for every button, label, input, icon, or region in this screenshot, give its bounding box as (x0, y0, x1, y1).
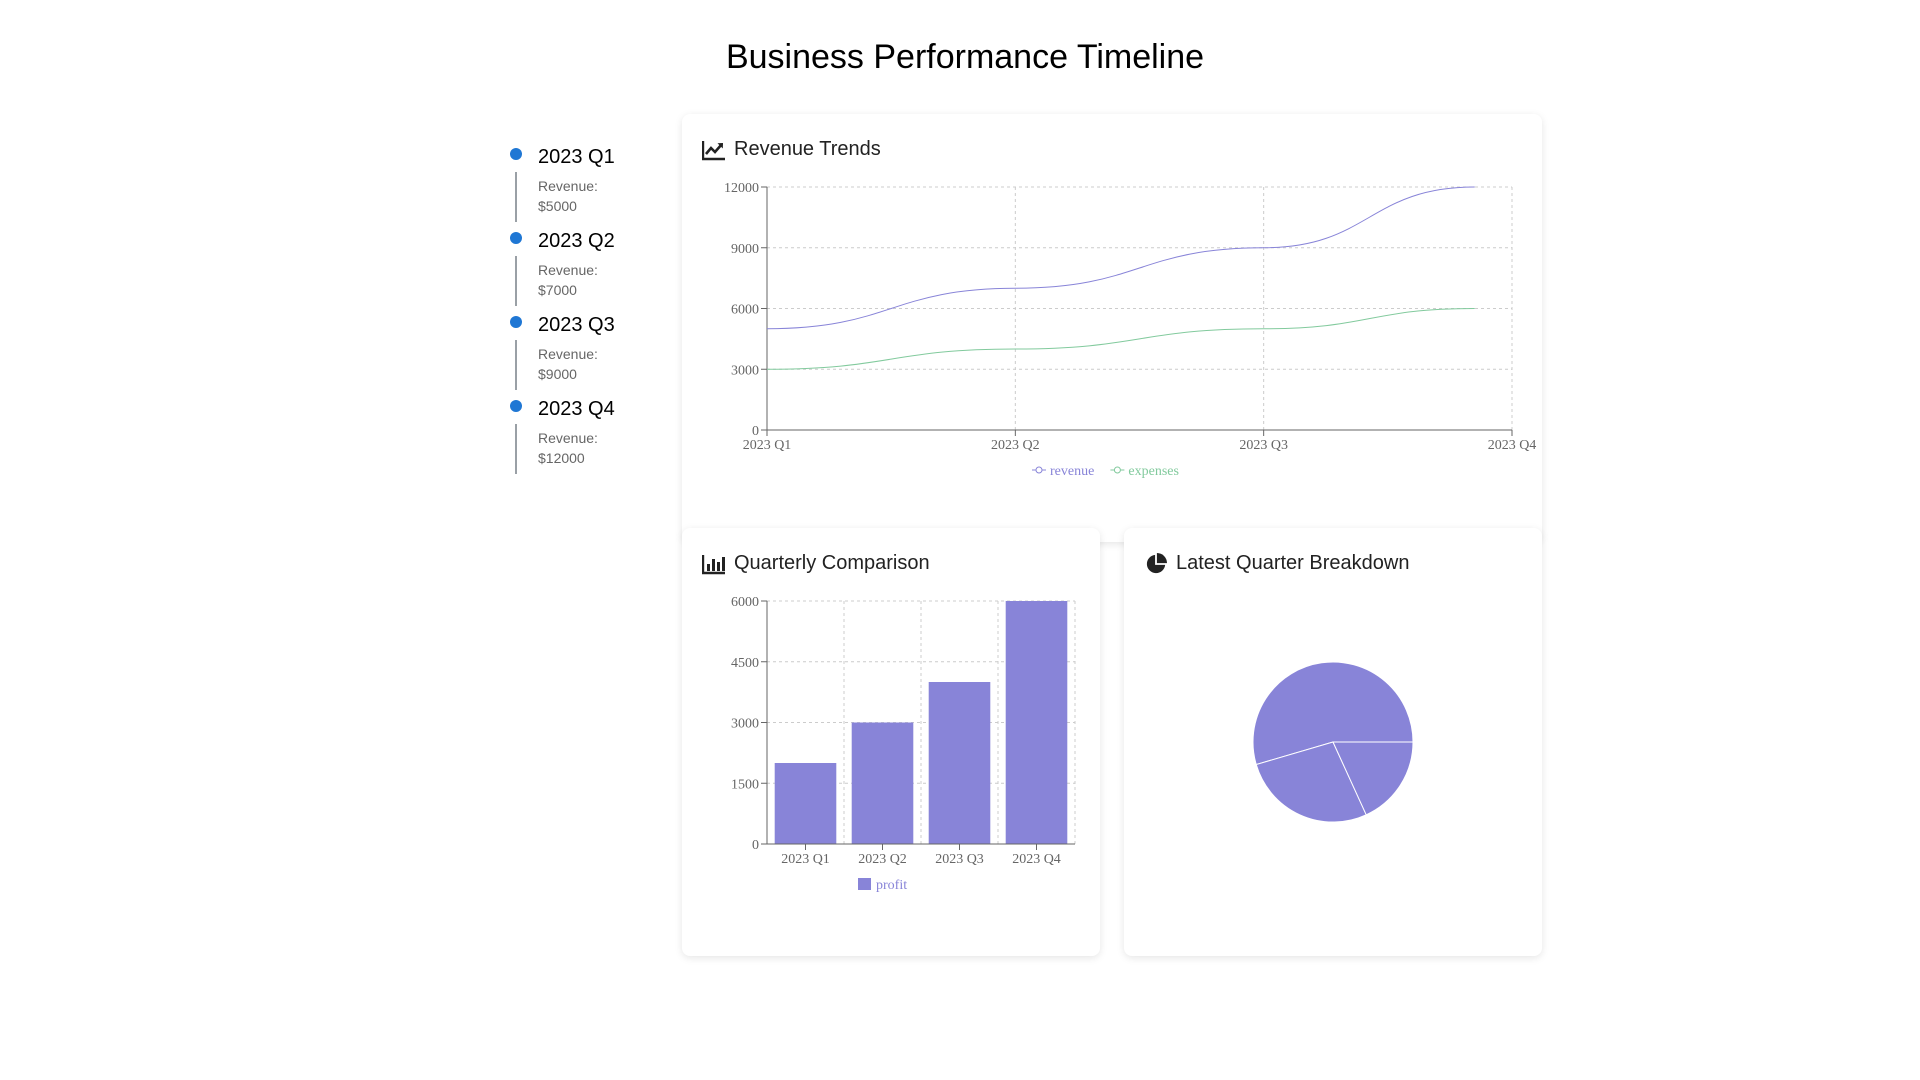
legend-swatch-profit (858, 878, 871, 890)
y-tick-label: 6000 (731, 595, 759, 610)
legend-marker-revenue (1035, 466, 1043, 474)
page-title: Business Performance Timeline (725, 38, 1205, 76)
y-tick-label: 0 (752, 424, 759, 439)
profit-bar-chart: 0 1500 3000 4500 6000 2023 Q1 2023 Q2 2023 Q3 20… (731, 595, 1076, 893)
x-tick-label: 2023 Q4 (1488, 438, 1537, 453)
timeline-item-label: Revenue: (538, 178, 598, 194)
timeline-connector (515, 172, 517, 222)
timeline-item-label: Revenue: (538, 346, 598, 362)
x-tick-label: 2023 Q1 (781, 852, 830, 867)
timeline-connector (515, 340, 517, 390)
series-line-expenses (766, 308, 1475, 370)
timeline-item-description: Revenue: $12000 (538, 428, 598, 468)
revenue-trends-card: Revenue Trends 0 3000 6000 9000 12000 2023 Q1… (682, 114, 1542, 542)
y-tick-label: 3000 (731, 717, 759, 732)
bar-chart-icon (702, 553, 726, 575)
timeline-item-description: Revenue: $5000 (538, 176, 598, 216)
x-tick-label: 2023 Q2 (858, 852, 907, 867)
legend-label: expenses (1128, 464, 1179, 479)
pie-slice (1255, 741, 1367, 823)
timeline-item-title: 2023 Q3 (538, 314, 615, 336)
legend-label: revenue (1050, 464, 1094, 479)
timeline-connector (515, 424, 517, 474)
timeline-dot (510, 232, 522, 244)
timeline-item-title: 2023 Q2 (538, 230, 615, 252)
x-tick-label: 2023 Q3 (935, 852, 984, 867)
timeline-item: 2023 Q1 Revenue: $5000 (510, 142, 660, 226)
y-tick-label: 9000 (731, 242, 759, 257)
timeline-item-value: $5000 (538, 198, 577, 214)
timeline-item-label: Revenue: (538, 430, 598, 446)
timeline-dot (510, 148, 522, 160)
bar-profit (774, 763, 837, 844)
pie-chart-icon (1144, 552, 1168, 575)
card-title: Revenue Trends (734, 138, 881, 160)
revenue-line-chart: 0 3000 6000 9000 12000 2023 Q1 2023 Q2 2023 Q3 2… (724, 181, 1537, 479)
quarterly-comparison-card: Quarterly Comparison 0 1500 3000 4500 6000 20… (682, 528, 1100, 956)
card-title: Quarterly Comparison (734, 552, 930, 574)
y-tick-label: 0 (752, 838, 759, 853)
timeline-connector (515, 256, 517, 306)
timeline-dot (510, 316, 522, 328)
bar-profit (928, 682, 991, 844)
y-tick-label: 1500 (731, 777, 759, 792)
timeline-item-description: Revenue: $7000 (538, 260, 598, 300)
y-tick-label: 6000 (731, 303, 759, 318)
bar-profit (1005, 601, 1068, 844)
timeline-item: 2023 Q3 Revenue: $9000 (510, 310, 660, 394)
timeline-item-value: $7000 (538, 282, 577, 298)
x-tick-label: 2023 Q3 (1239, 438, 1288, 453)
pie-slice (1252, 661, 1414, 766)
series-line-revenue (766, 186, 1475, 330)
timeline-item-value: $9000 (538, 366, 577, 382)
y-tick-label: 12000 (724, 181, 759, 196)
breakdown-pie-chart (1252, 661, 1414, 823)
timeline-item: 2023 Q2 Revenue: $7000 (510, 226, 660, 310)
line-chart-icon (702, 139, 726, 161)
timeline-item-label: Revenue: (538, 262, 598, 278)
bar-profit (851, 722, 914, 844)
timeline-item: 2023 Q4 Revenue: $12000 (510, 394, 660, 478)
x-tick-label: 2023 Q2 (991, 438, 1040, 453)
legend-label: profit (876, 878, 907, 893)
y-tick-label: 4500 (731, 656, 759, 671)
y-tick-label: 3000 (731, 363, 759, 378)
x-tick-label: 2023 Q4 (1012, 852, 1061, 867)
timeline-item-title: 2023 Q4 (538, 398, 615, 420)
x-tick-label: 2023 Q1 (743, 438, 792, 453)
latest-quarter-breakdown-card: Latest Quarter Breakdown (1124, 528, 1542, 956)
card-title: Latest Quarter Breakdown (1176, 552, 1410, 574)
pie-slice (1332, 741, 1414, 816)
timeline: 2023 Q1 Revenue: $5000 2023 Q2 Revenue: … (510, 142, 660, 478)
timeline-item-description: Revenue: $9000 (538, 344, 598, 384)
timeline-item-value: $12000 (538, 450, 585, 466)
legend-marker-expenses (1113, 466, 1121, 474)
timeline-item-title: 2023 Q1 (538, 146, 615, 168)
timeline-dot (510, 400, 522, 412)
